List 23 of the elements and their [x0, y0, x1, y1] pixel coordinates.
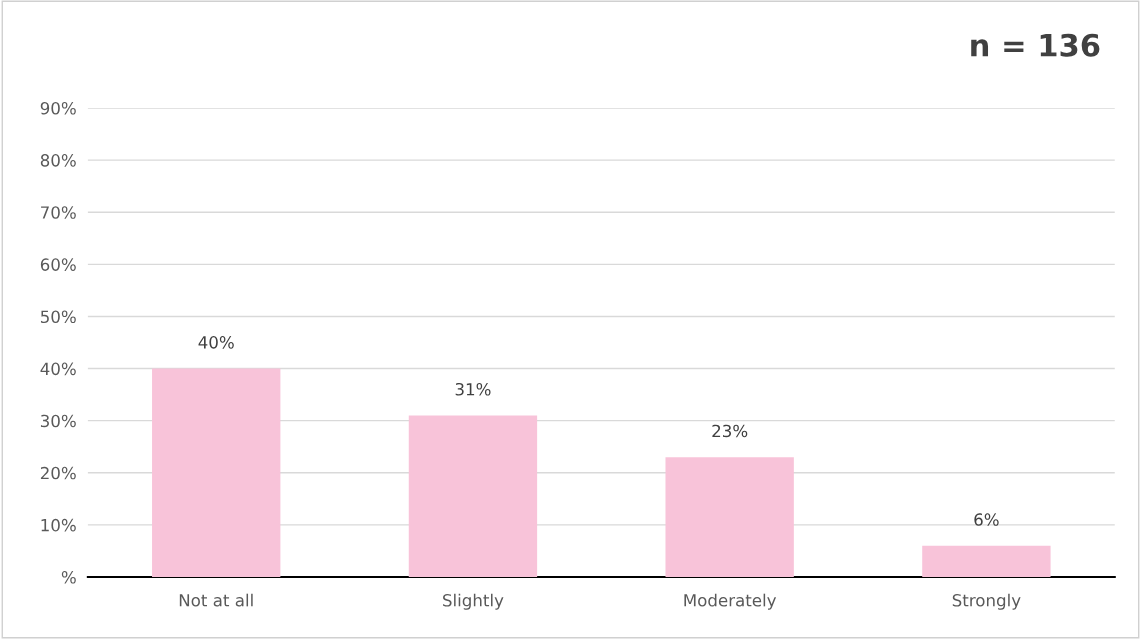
bar: [922, 545, 1051, 578]
y-tick-label: 30%: [40, 414, 76, 428]
text: n = 136: [971, 33, 1100, 57]
x-tick-label: Strongly: [952, 593, 1021, 610]
y-tick-label: 50%: [40, 310, 76, 324]
y-tick-label: 90%: [40, 101, 76, 115]
y-tick-label: 40%: [40, 362, 76, 376]
data-label: 6%: [974, 513, 999, 526]
y-tick-label: 60%: [40, 258, 76, 271]
bar: [408, 415, 538, 578]
data-label: 23%: [712, 424, 748, 438]
x-tick-label: Moderately: [684, 593, 777, 610]
bar: [665, 457, 794, 578]
data-label: 31%: [455, 382, 491, 396]
y-tick-label: 70%: [41, 206, 76, 219]
bar: [152, 368, 281, 578]
y-tick-label: %: [61, 570, 76, 584]
y-tick-label: 10%: [41, 518, 76, 532]
x-tick-label: Slightly: [443, 593, 504, 610]
y-tick-label: 20%: [40, 466, 76, 480]
data-label: 40%: [198, 336, 234, 349]
x-tick-label: Not at all: [179, 593, 253, 607]
y-tick-label: 80%: [40, 154, 76, 167]
